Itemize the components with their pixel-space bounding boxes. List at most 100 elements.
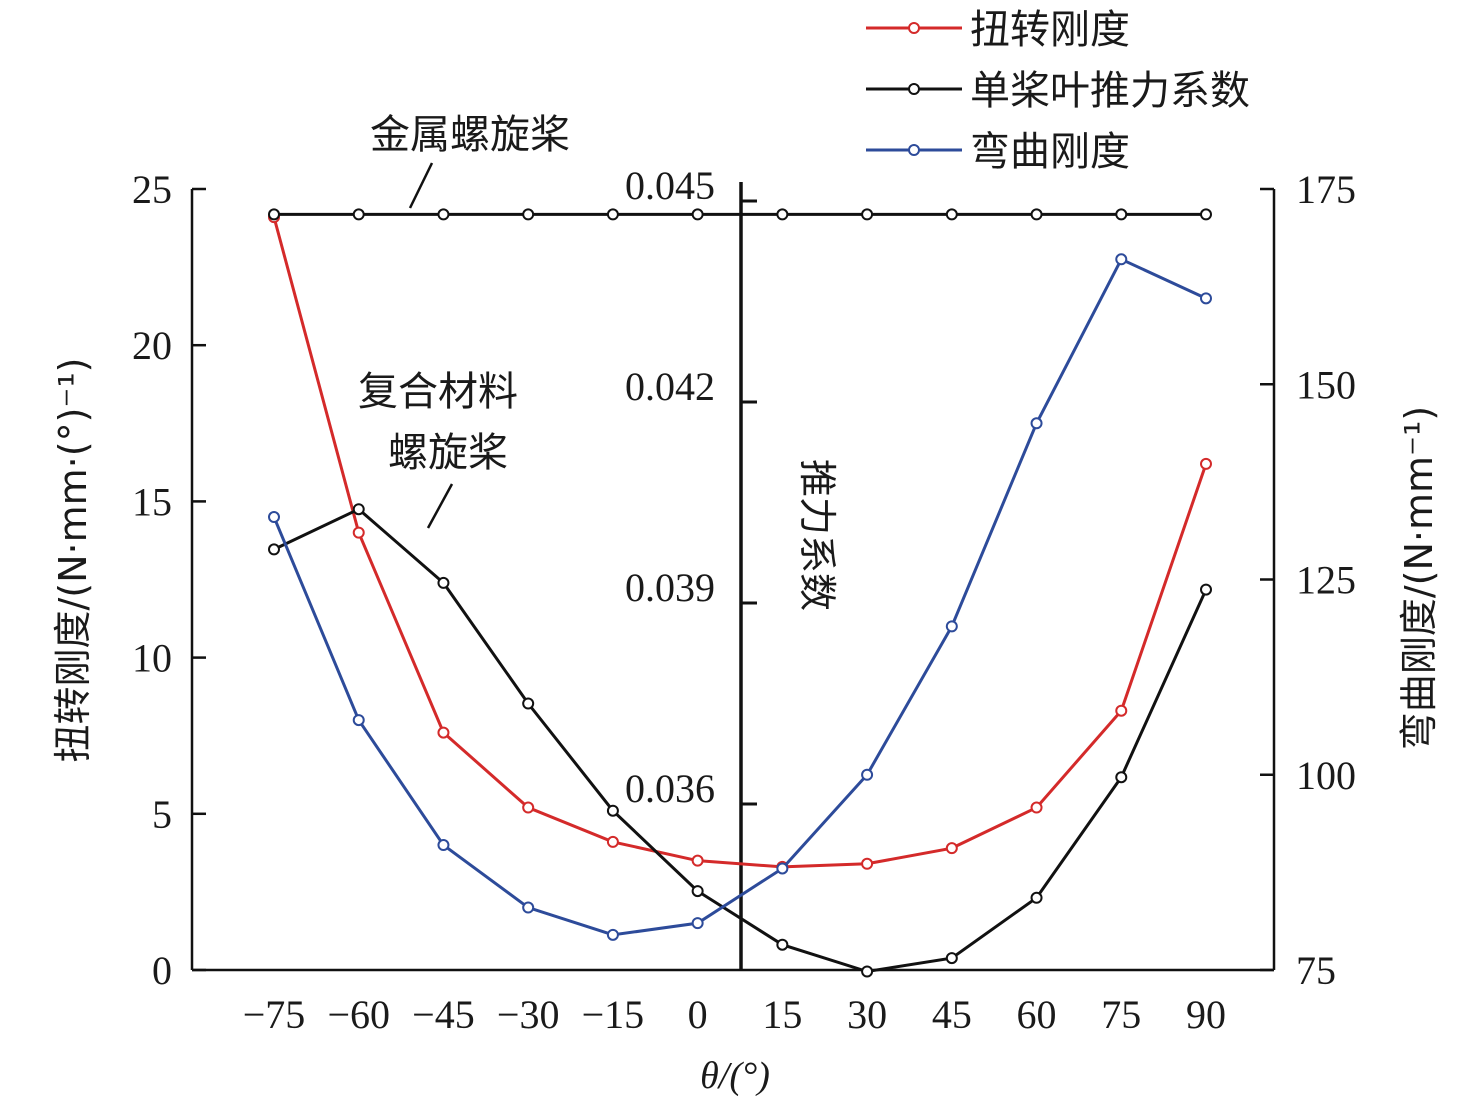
legend-label-thrust: 单桨叶推力系数 xyxy=(970,68,1250,114)
series-point-3 xyxy=(776,208,789,221)
series-point-0 xyxy=(1115,704,1128,717)
series-point-2 xyxy=(606,928,619,941)
legend-entry-bending: 弯曲刚度 xyxy=(866,129,1130,175)
middle-tick-label: 0.045 xyxy=(625,163,715,208)
series-point-0 xyxy=(522,801,535,814)
right-tick-label: 125 xyxy=(1296,558,1356,603)
x-tick-label: 0 xyxy=(688,992,708,1037)
series-point-0 xyxy=(606,835,619,848)
series-point-1 xyxy=(268,543,280,556)
series-line-0 xyxy=(272,216,1208,869)
series-point-3 xyxy=(1115,208,1128,221)
x-tick-label: 90 xyxy=(1186,992,1226,1037)
series-point-2 xyxy=(437,839,450,852)
series-point-2 xyxy=(1200,292,1212,305)
x-tick-label: −75 xyxy=(243,992,306,1037)
series-point-0 xyxy=(1030,801,1043,814)
x-tick-label: −45 xyxy=(412,992,475,1037)
x-tick-label: 15 xyxy=(762,992,802,1037)
series-point-0 xyxy=(691,854,704,867)
series-point-3 xyxy=(268,208,280,221)
left-tick-label: 25 xyxy=(132,167,172,212)
series-point-2 xyxy=(691,917,704,930)
series-point-1 xyxy=(861,965,874,978)
right-tick-label: 175 xyxy=(1296,167,1356,212)
series-point-2 xyxy=(861,768,874,781)
x-tick-label: −15 xyxy=(582,992,645,1037)
left-tick-label: 5 xyxy=(152,792,172,837)
series-point-1 xyxy=(945,952,958,965)
series-point-2 xyxy=(1030,417,1043,430)
series-line-2 xyxy=(272,257,1207,937)
series-point-0 xyxy=(861,857,874,870)
middle-tick-label: 0.042 xyxy=(625,364,715,409)
legend-label-bending: 弯曲刚度 xyxy=(970,129,1130,175)
series-point-3 xyxy=(691,208,704,221)
series-point-3 xyxy=(1200,208,1212,221)
x-tick-label: 60 xyxy=(1017,992,1057,1037)
x-tick-label: 45 xyxy=(932,992,972,1037)
right-axis-title: 弯曲刚度/(N·mm⁻¹) xyxy=(1397,406,1441,750)
right-tick-label: 100 xyxy=(1296,753,1356,798)
series-point-0 xyxy=(1200,457,1212,470)
series-point-3 xyxy=(522,208,535,221)
series-point-3 xyxy=(437,208,450,221)
series-point-1 xyxy=(776,938,789,951)
series-point-0 xyxy=(437,726,450,739)
series-point-1 xyxy=(606,804,619,817)
right-tick-label: 150 xyxy=(1296,362,1356,407)
series-point-1 xyxy=(1115,771,1128,784)
legend-marker-thrust xyxy=(908,83,920,95)
series-point-2 xyxy=(776,862,789,875)
metal-annotation-leader xyxy=(408,162,434,209)
series-point-2 xyxy=(522,901,535,914)
right-tick-label: 75 xyxy=(1296,948,1336,993)
left-axis-title: 扭转刚度/(N·mm·(°)⁻¹) xyxy=(51,357,95,762)
series-point-1 xyxy=(1030,891,1043,904)
middle-tick-label: 0.039 xyxy=(625,565,715,610)
series-point-1 xyxy=(352,503,365,516)
series-point-0 xyxy=(352,526,365,539)
x-axis-title: θ/(°) xyxy=(700,1055,770,1097)
middle-tick-label: 0.036 xyxy=(625,766,715,811)
composite-annotation-leader xyxy=(426,483,454,529)
x-tick-label: 75 xyxy=(1101,992,1141,1037)
legend-entry-thrust: 单桨叶推力系数 xyxy=(866,68,1250,114)
x-tick-label: −60 xyxy=(327,992,390,1037)
legend-entry-torsion: 扭转刚度 xyxy=(866,7,1130,53)
series-point-2 xyxy=(1115,253,1128,266)
series-point-3 xyxy=(945,208,958,221)
x-tick-label: 30 xyxy=(847,992,887,1037)
left-tick-label: 20 xyxy=(132,323,172,368)
series-point-3 xyxy=(861,208,874,221)
legend: 扭转刚度 单桨叶推力系数 弯曲刚度 xyxy=(866,7,1250,175)
series-point-2 xyxy=(268,511,280,524)
series-point-1 xyxy=(1200,583,1212,596)
x-tick-label: −30 xyxy=(497,992,560,1037)
series-layer xyxy=(268,208,1212,978)
series-point-2 xyxy=(945,620,958,633)
series-point-3 xyxy=(606,208,619,221)
series-point-3 xyxy=(352,208,365,221)
series-point-3 xyxy=(1030,208,1043,221)
legend-marker-bending xyxy=(908,144,920,156)
plot-frame xyxy=(190,182,1276,972)
composite-propeller-annotation-line2: 螺旋桨 xyxy=(388,430,508,476)
series-point-0 xyxy=(945,842,958,855)
left-tick-label: 0 xyxy=(152,948,172,993)
series-point-1 xyxy=(522,697,535,710)
left-tick-label: 15 xyxy=(132,479,172,524)
series-point-1 xyxy=(437,576,450,589)
tick-labels: 0510152025751001251501750.0360.0390.0420… xyxy=(132,163,1356,1037)
series-point-2 xyxy=(352,714,365,727)
series-point-1 xyxy=(691,885,704,898)
series-line-1 xyxy=(273,507,1208,974)
legend-label-torsion: 扭转刚度 xyxy=(970,7,1130,53)
composite-propeller-annotation-line1: 复合材料 xyxy=(358,369,518,415)
axis-ticks xyxy=(192,187,1274,972)
metal-propeller-annotation: 金属螺旋桨 xyxy=(370,112,570,158)
legend-marker-torsion xyxy=(908,22,920,34)
middle-axis-title: 推力系数 xyxy=(795,459,839,611)
left-tick-label: 10 xyxy=(132,636,172,681)
